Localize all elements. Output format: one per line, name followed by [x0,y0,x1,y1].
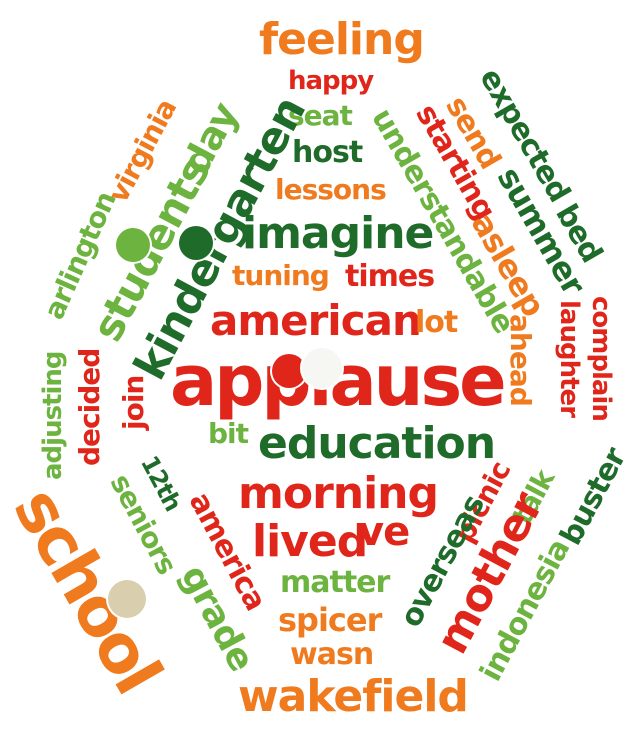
word-happy: happy [288,66,374,96]
word-tuning: tuning [232,259,330,292]
word-lessons: lessons [275,173,387,206]
word-feeling: feeling [259,14,425,65]
word-lived: lived [252,516,368,567]
word-host: host [292,135,363,170]
word-adjusting: adjusting [38,351,68,480]
word-wakefield: wakefield [238,671,469,722]
word-imagine: imagine [242,208,434,259]
word-laughter: laughter [554,300,584,417]
word-buster: buster [553,442,634,552]
marker-dot[interactable] [179,226,213,260]
word-matter: matter [280,565,390,600]
word-ve: ve [358,509,410,555]
word-join: join [117,375,150,430]
marker-dot[interactable] [302,348,342,388]
word-lot: lot [415,305,458,340]
marker-dot[interactable] [116,228,150,262]
marker-dot[interactable] [108,580,146,618]
word-times: times [345,259,435,294]
word-american: american [210,296,422,345]
word-spicer: spicer [278,601,382,639]
word-decided: decided [73,348,106,466]
word-seat: seat [288,99,353,132]
word-wasn: wasn [290,637,374,672]
word-ahead: ahead [504,314,537,406]
marker-dot[interactable] [272,354,306,388]
word-complain: complain [586,296,616,421]
word-morning: morning [238,468,439,519]
word-education: education [258,418,496,469]
word-bit: bit [208,417,249,450]
